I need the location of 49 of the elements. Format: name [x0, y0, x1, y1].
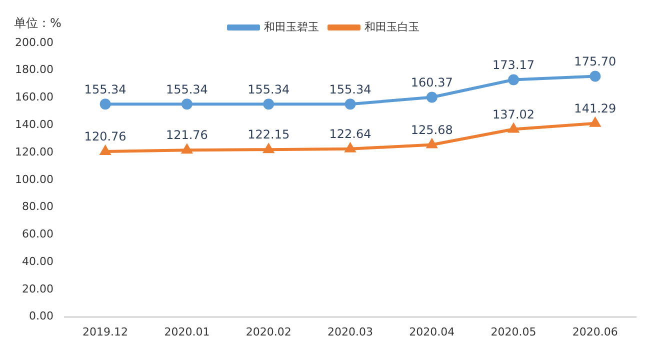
y-tick-label: 60.00 — [22, 228, 54, 241]
point — [590, 118, 600, 127]
point — [100, 98, 111, 110]
y-tick-label: 160.00 — [14, 90, 54, 104]
y-tick-label: 100.00 — [14, 172, 54, 186]
legend-label: 和田玉白玉 — [364, 20, 420, 34]
point — [263, 98, 274, 110]
y-tick-label: 200.00 — [14, 36, 54, 49]
y-tick-label: 140.00 — [14, 118, 54, 131]
point — [344, 98, 356, 110]
legend-label: 和田玉碧玉 — [264, 20, 319, 34]
data-label: 155.34 — [84, 82, 126, 96]
data-label: 155.34 — [329, 82, 372, 96]
y-tick-label: 40.00 — [22, 254, 54, 268]
x-tick-label: 2020.04 — [409, 325, 455, 338]
y-axis-title: 单位：% — [14, 16, 62, 30]
point — [508, 74, 520, 86]
data-label: 137.02 — [492, 107, 535, 122]
x-tick-label: 2020.05 — [490, 325, 536, 338]
y-tick-label: 0.00 — [28, 310, 54, 323]
point — [426, 92, 438, 103]
y-tick-label: 120.00 — [14, 145, 54, 158]
x-tick-label: 2019.12 — [82, 325, 128, 338]
x-tick-label: 2020.03 — [327, 325, 373, 338]
point — [182, 144, 192, 154]
y-tick-label: 80.00 — [22, 200, 54, 214]
data-label: 173.17 — [492, 58, 535, 72]
point — [181, 98, 192, 110]
data-label: 122.15 — [248, 128, 290, 142]
x-tick-label: 2020.06 — [572, 325, 618, 338]
point — [264, 144, 274, 154]
point — [100, 146, 110, 155]
point — [590, 70, 601, 82]
y-tick-label: 180.00 — [14, 63, 54, 76]
point — [508, 124, 518, 133]
data-label: 125.68 — [410, 122, 453, 137]
data-label: 175.70 — [574, 54, 616, 68]
point — [426, 139, 437, 148]
x-tick-label: 2020.02 — [246, 325, 292, 338]
data-label: 155.34 — [248, 82, 290, 96]
data-label: 121.76 — [166, 128, 208, 142]
data-label: 160.37 — [410, 75, 453, 90]
x-tick-label: 2020.01 — [164, 325, 210, 338]
data-label: 155.34 — [166, 82, 208, 96]
data-label: 141.29 — [574, 102, 616, 116]
point — [345, 143, 356, 152]
data-label: 122.64 — [329, 127, 372, 142]
y-tick-label: 20.00 — [22, 282, 54, 296]
data-label: 120.76 — [84, 130, 126, 144]
